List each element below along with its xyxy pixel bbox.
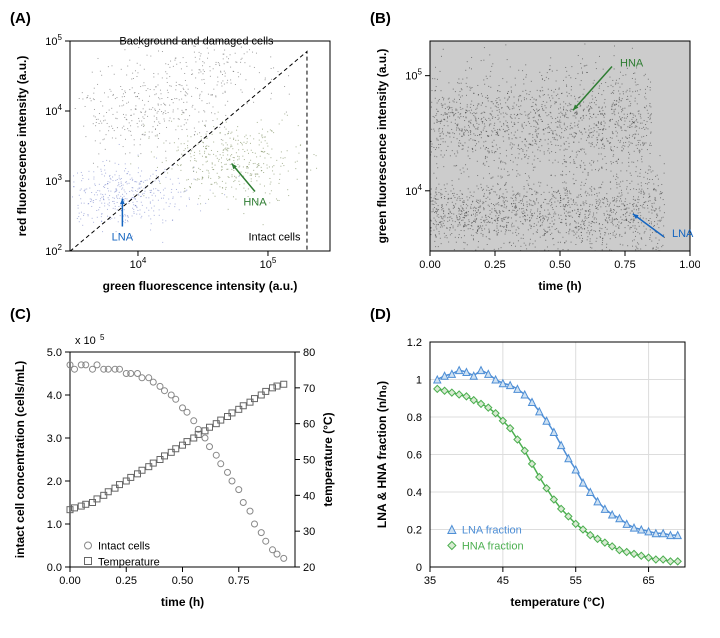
chart-A: 104 105 102 103 104 105 Background and damaged… bbox=[10, 31, 340, 296]
svg-text:0.00: 0.00 bbox=[419, 259, 440, 271]
svg-text:intact cell concentration (cel: intact cell concentration (cells/mL) bbox=[13, 361, 27, 558]
svg-text:105: 105 bbox=[260, 256, 277, 271]
svg-text:105: 105 bbox=[405, 68, 422, 83]
svg-text:1: 1 bbox=[416, 375, 422, 387]
svg-text:Background and damaged cells: Background and damaged cells bbox=[119, 36, 274, 48]
svg-text:temperature (°C): temperature (°C) bbox=[510, 595, 604, 609]
svg-text:green fluorescence intensity (: green fluorescence intensity (a.u.) bbox=[103, 279, 298, 293]
svg-text:HNA: HNA bbox=[620, 57, 644, 69]
svg-text:LNA: LNA bbox=[112, 232, 134, 244]
panel-D: (D) 0 0.2 0.4 0.6 0.8 1 1.2 35 45 55 65 LNA fractio… bbox=[370, 306, 710, 612]
svg-text:3.0: 3.0 bbox=[47, 433, 62, 445]
svg-text:0.00: 0.00 bbox=[59, 575, 80, 587]
panel-A: (A) 104 105 102 103 104 105 Background and dam… bbox=[10, 10, 350, 296]
svg-text:55: 55 bbox=[570, 575, 582, 587]
svg-text:30: 30 bbox=[303, 526, 315, 538]
svg-text:1.0: 1.0 bbox=[47, 519, 62, 531]
svg-text:20: 20 bbox=[303, 562, 315, 574]
svg-text:LNA: LNA bbox=[672, 228, 694, 240]
svg-text:temperature (°C): temperature (°C) bbox=[321, 412, 335, 506]
svg-text:0.2: 0.2 bbox=[407, 525, 422, 537]
svg-text:time (h): time (h) bbox=[538, 279, 581, 293]
svg-text:HNA fraction: HNA fraction bbox=[462, 541, 524, 553]
svg-text:104: 104 bbox=[405, 183, 422, 198]
panel-C: (C) 0.00 0.25 0.50 0.75 0.0 1.0 2.0 3.0 4.0 5.0 20… bbox=[10, 306, 350, 612]
panel-B-label: (B) bbox=[370, 10, 710, 27]
svg-text:103: 103 bbox=[45, 173, 62, 188]
svg-text:0.25: 0.25 bbox=[484, 259, 505, 271]
svg-text:x 10: x 10 bbox=[75, 335, 96, 347]
svg-text:0.8: 0.8 bbox=[407, 412, 422, 424]
svg-text:green fluorescence intensity (: green fluorescence intensity (a.u.) bbox=[375, 49, 389, 244]
svg-text:0.4: 0.4 bbox=[407, 487, 422, 499]
svg-text:0.75: 0.75 bbox=[614, 259, 635, 271]
chart-C: 0.00 0.25 0.50 0.75 0.0 1.0 2.0 3.0 4.0 5.0 20 30 40… bbox=[10, 327, 340, 612]
svg-text:5.0: 5.0 bbox=[47, 347, 62, 359]
svg-text:0.50: 0.50 bbox=[172, 575, 193, 587]
svg-text:105: 105 bbox=[45, 33, 62, 48]
svg-text:0.6: 0.6 bbox=[407, 450, 422, 462]
svg-text:1.2: 1.2 bbox=[407, 337, 422, 349]
svg-text:104: 104 bbox=[45, 103, 62, 118]
panel-A-label: (A) bbox=[10, 10, 350, 27]
svg-text:1.00: 1.00 bbox=[679, 259, 700, 271]
svg-text:time (h): time (h) bbox=[161, 595, 204, 609]
svg-text:45: 45 bbox=[497, 575, 509, 587]
panel-C-label: (C) bbox=[10, 306, 350, 323]
svg-text:102: 102 bbox=[45, 243, 62, 258]
svg-text:0.0: 0.0 bbox=[47, 562, 62, 574]
svg-text:0.75: 0.75 bbox=[228, 575, 249, 587]
svg-text:2.0: 2.0 bbox=[47, 476, 62, 488]
svg-text:104: 104 bbox=[130, 256, 147, 271]
svg-text:5: 5 bbox=[100, 333, 105, 342]
chart-D: 0 0.2 0.4 0.6 0.8 1 1.2 35 45 55 65 LNA fraction HNA… bbox=[370, 327, 700, 612]
svg-text:50: 50 bbox=[303, 455, 315, 467]
svg-text:0.50: 0.50 bbox=[549, 259, 570, 271]
svg-text:Intact cells: Intact cells bbox=[248, 232, 300, 244]
svg-text:35: 35 bbox=[424, 575, 436, 587]
svg-text:40: 40 bbox=[303, 490, 315, 502]
svg-text:0.25: 0.25 bbox=[116, 575, 137, 587]
svg-text:4.0: 4.0 bbox=[47, 390, 62, 402]
figure-grid: (A) 104105102103104105Background and dam… bbox=[10, 10, 710, 612]
svg-text:HNA: HNA bbox=[243, 197, 267, 209]
panel-B: (B) 0.00 0.25 0.50 0.75 1.00 104 105 HNA LNA time… bbox=[370, 10, 710, 296]
svg-text:80: 80 bbox=[303, 347, 315, 359]
svg-text:0: 0 bbox=[416, 562, 422, 574]
svg-text:70: 70 bbox=[303, 383, 315, 395]
panel-D-label: (D) bbox=[370, 306, 710, 323]
svg-text:Temperature: Temperature bbox=[98, 557, 160, 569]
svg-text:LNA & HNA fraction (n/n₀): LNA & HNA fraction (n/n₀) bbox=[375, 381, 389, 528]
svg-text:LNA fraction: LNA fraction bbox=[462, 525, 522, 537]
svg-text:65: 65 bbox=[642, 575, 654, 587]
svg-text:60: 60 bbox=[303, 419, 315, 431]
svg-text:Intact cells: Intact cells bbox=[98, 541, 150, 553]
svg-text:red fluorescence intensity (a.: red fluorescence intensity (a.u.) bbox=[15, 56, 29, 237]
chart-B: 0.00 0.25 0.50 0.75 1.00 104 105 HNA LNA time (h)… bbox=[370, 31, 700, 296]
